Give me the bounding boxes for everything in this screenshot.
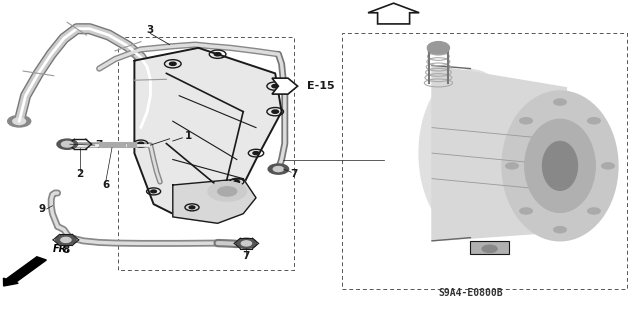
Circle shape bbox=[61, 237, 71, 242]
Circle shape bbox=[588, 118, 600, 124]
Circle shape bbox=[13, 118, 26, 124]
Circle shape bbox=[272, 110, 278, 113]
Polygon shape bbox=[432, 65, 566, 241]
Circle shape bbox=[61, 141, 73, 147]
Text: 6: 6 bbox=[102, 180, 109, 190]
Polygon shape bbox=[134, 48, 282, 217]
Circle shape bbox=[189, 206, 195, 209]
Circle shape bbox=[234, 181, 239, 183]
Circle shape bbox=[554, 99, 566, 105]
Circle shape bbox=[8, 115, 31, 127]
Polygon shape bbox=[173, 179, 256, 223]
Circle shape bbox=[588, 208, 600, 214]
Circle shape bbox=[520, 208, 532, 214]
Text: FR.: FR. bbox=[52, 244, 70, 254]
Circle shape bbox=[554, 226, 566, 233]
Circle shape bbox=[170, 62, 176, 65]
Text: 8: 8 bbox=[62, 245, 70, 256]
Text: S9A4-E0800B: S9A4-E0800B bbox=[438, 288, 502, 298]
Bar bbox=[99, 142, 112, 147]
Text: 3: 3 bbox=[147, 25, 154, 35]
Circle shape bbox=[273, 167, 284, 172]
Polygon shape bbox=[470, 241, 509, 254]
Ellipse shape bbox=[502, 91, 618, 241]
Circle shape bbox=[208, 182, 246, 201]
FancyArrow shape bbox=[3, 257, 46, 286]
Circle shape bbox=[236, 238, 257, 249]
Text: 1: 1 bbox=[185, 130, 193, 141]
Polygon shape bbox=[368, 3, 419, 24]
Circle shape bbox=[57, 139, 77, 149]
Circle shape bbox=[214, 53, 221, 56]
Circle shape bbox=[218, 187, 237, 196]
Ellipse shape bbox=[543, 141, 578, 190]
Bar bbox=[127, 142, 136, 147]
Circle shape bbox=[151, 190, 156, 193]
Circle shape bbox=[482, 245, 497, 253]
Ellipse shape bbox=[525, 119, 595, 212]
Ellipse shape bbox=[428, 41, 450, 54]
Text: 9: 9 bbox=[38, 204, 45, 214]
Circle shape bbox=[268, 164, 289, 174]
Circle shape bbox=[241, 241, 252, 246]
Circle shape bbox=[506, 163, 518, 169]
Circle shape bbox=[56, 235, 76, 245]
Polygon shape bbox=[272, 78, 298, 94]
Ellipse shape bbox=[419, 70, 522, 236]
Circle shape bbox=[520, 118, 532, 124]
Text: 7: 7 bbox=[95, 140, 103, 150]
Circle shape bbox=[272, 85, 278, 88]
Text: 2: 2 bbox=[76, 169, 84, 179]
Text: 7: 7 bbox=[243, 251, 250, 261]
Text: 7: 7 bbox=[291, 169, 298, 179]
Circle shape bbox=[138, 142, 143, 145]
Text: E-15: E-15 bbox=[307, 81, 335, 91]
Circle shape bbox=[253, 152, 259, 155]
Circle shape bbox=[602, 163, 614, 169]
Bar bbox=[112, 142, 125, 147]
